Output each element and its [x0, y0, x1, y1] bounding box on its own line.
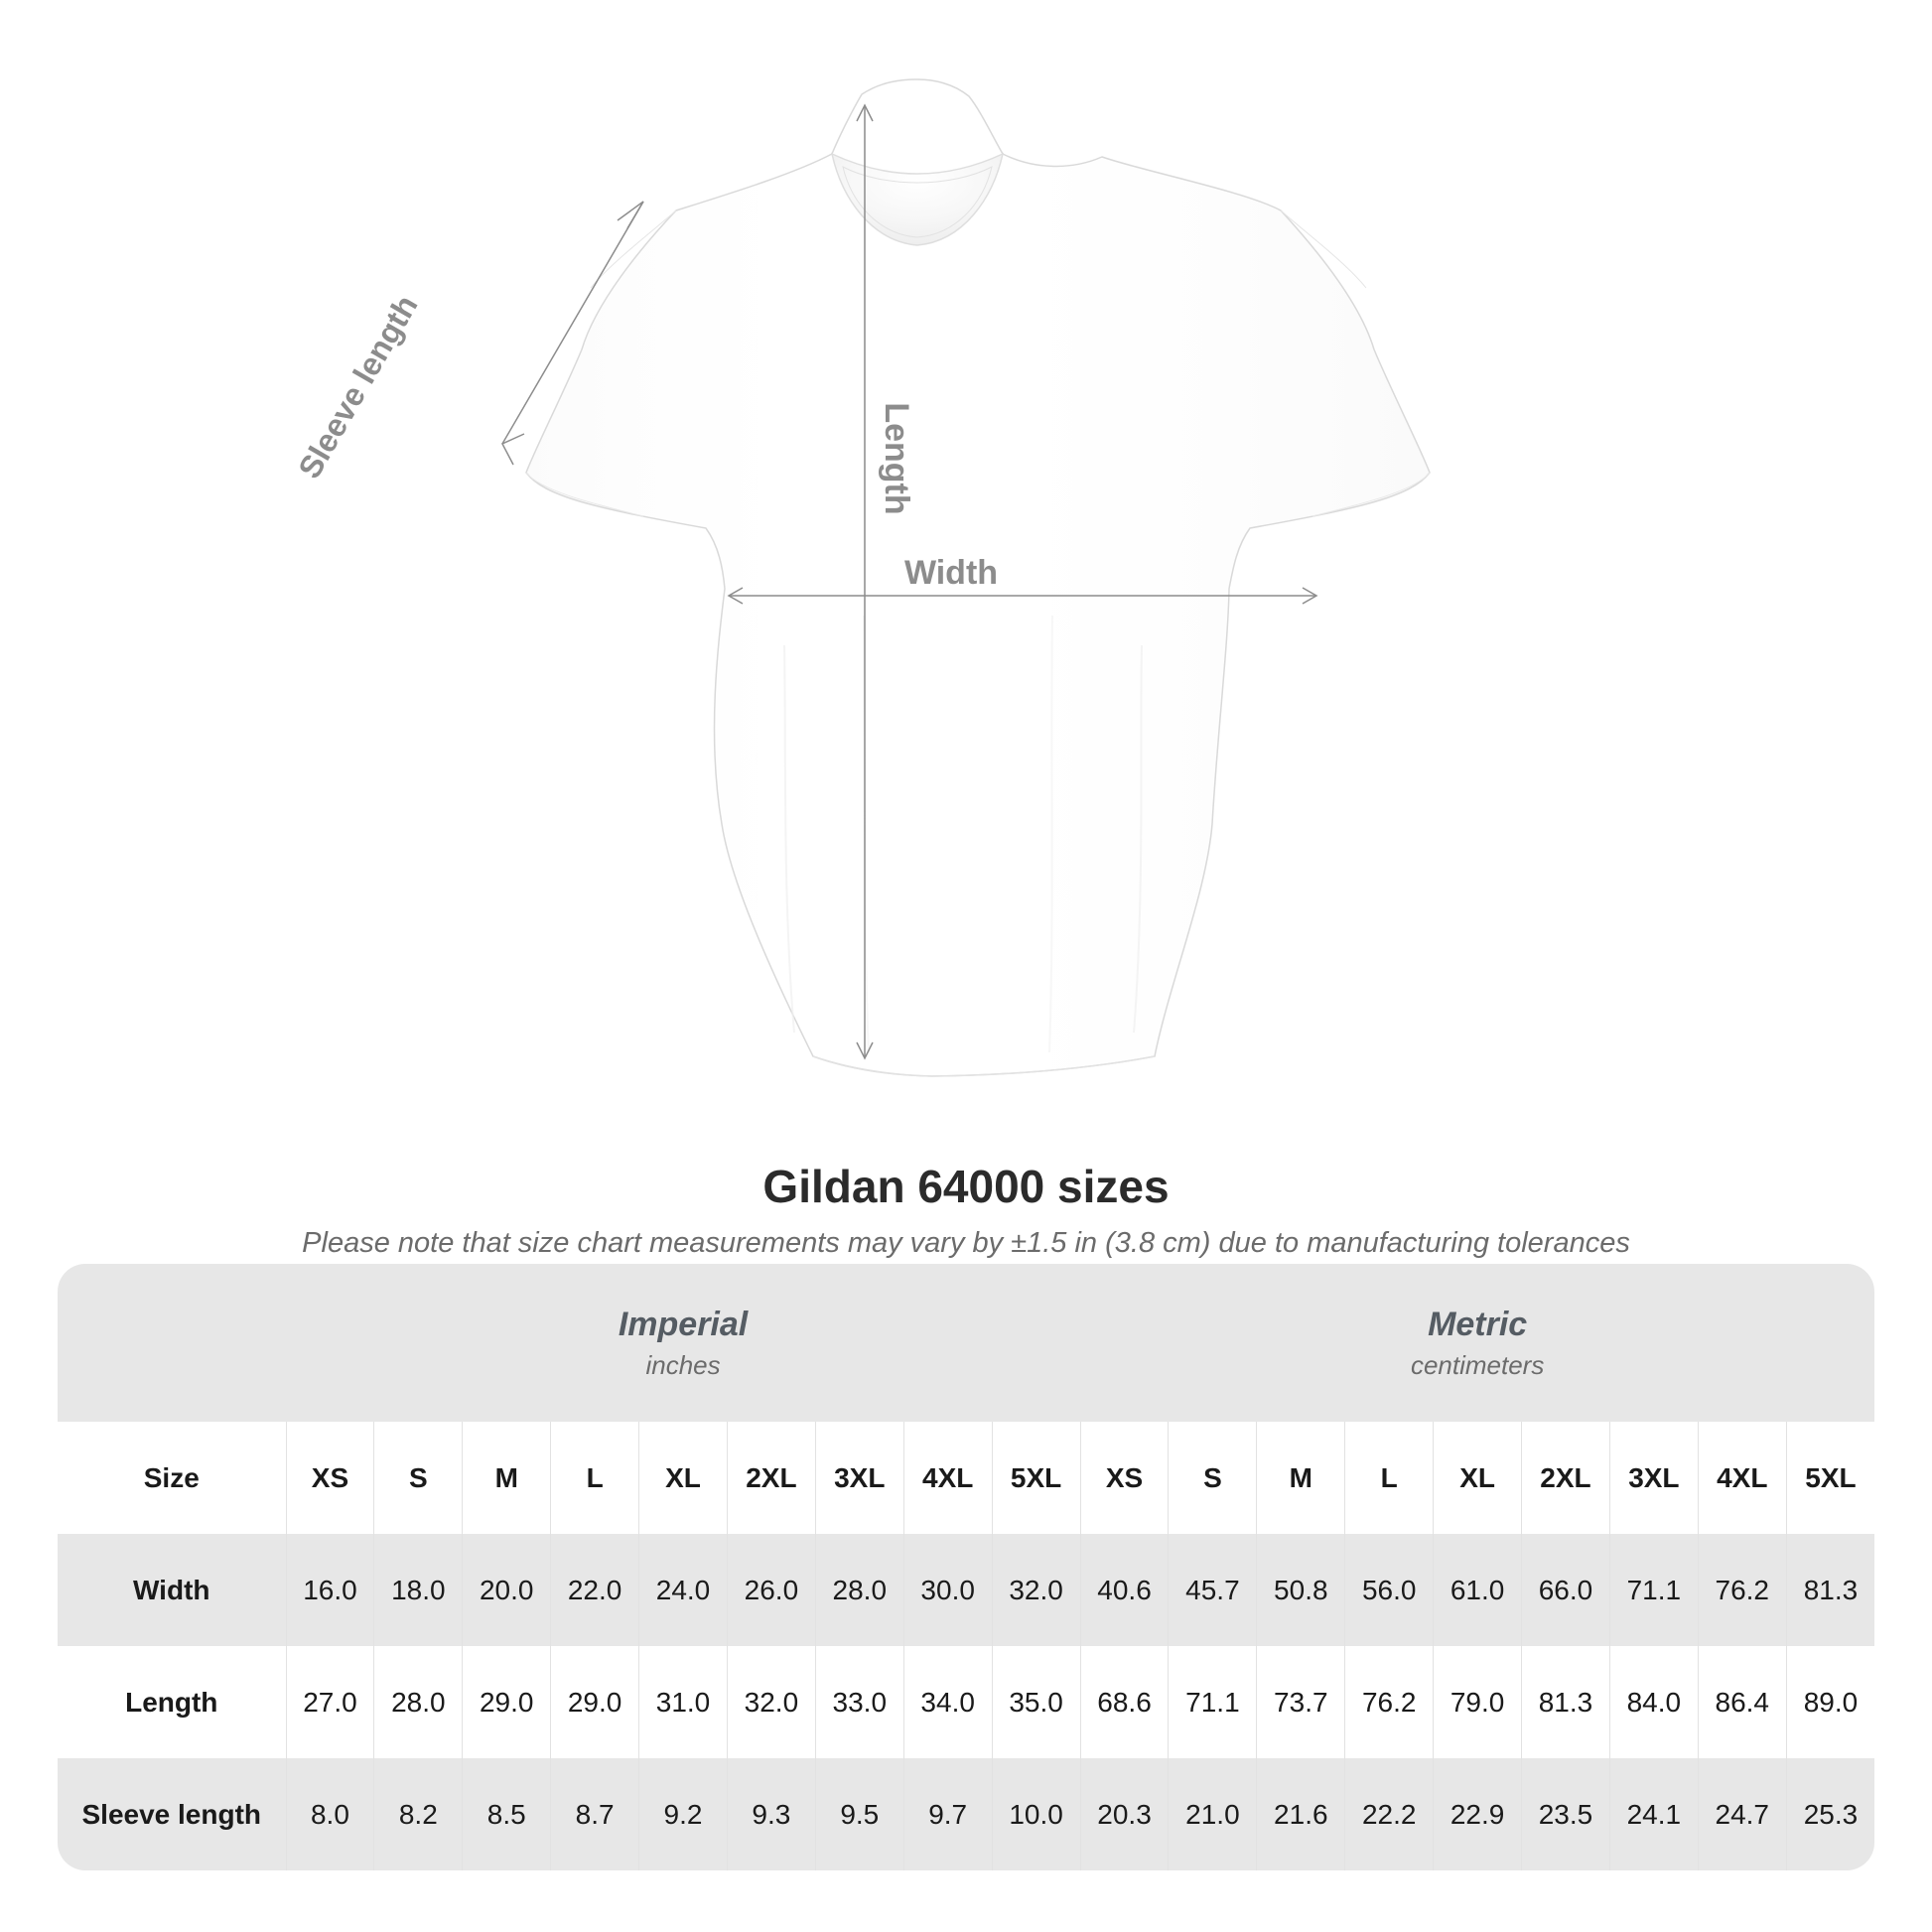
svg-text:Width: Width [904, 554, 998, 592]
svg-text:Length: Length [878, 402, 915, 514]
svg-text:Sleeve length: Sleeve length [291, 289, 424, 484]
